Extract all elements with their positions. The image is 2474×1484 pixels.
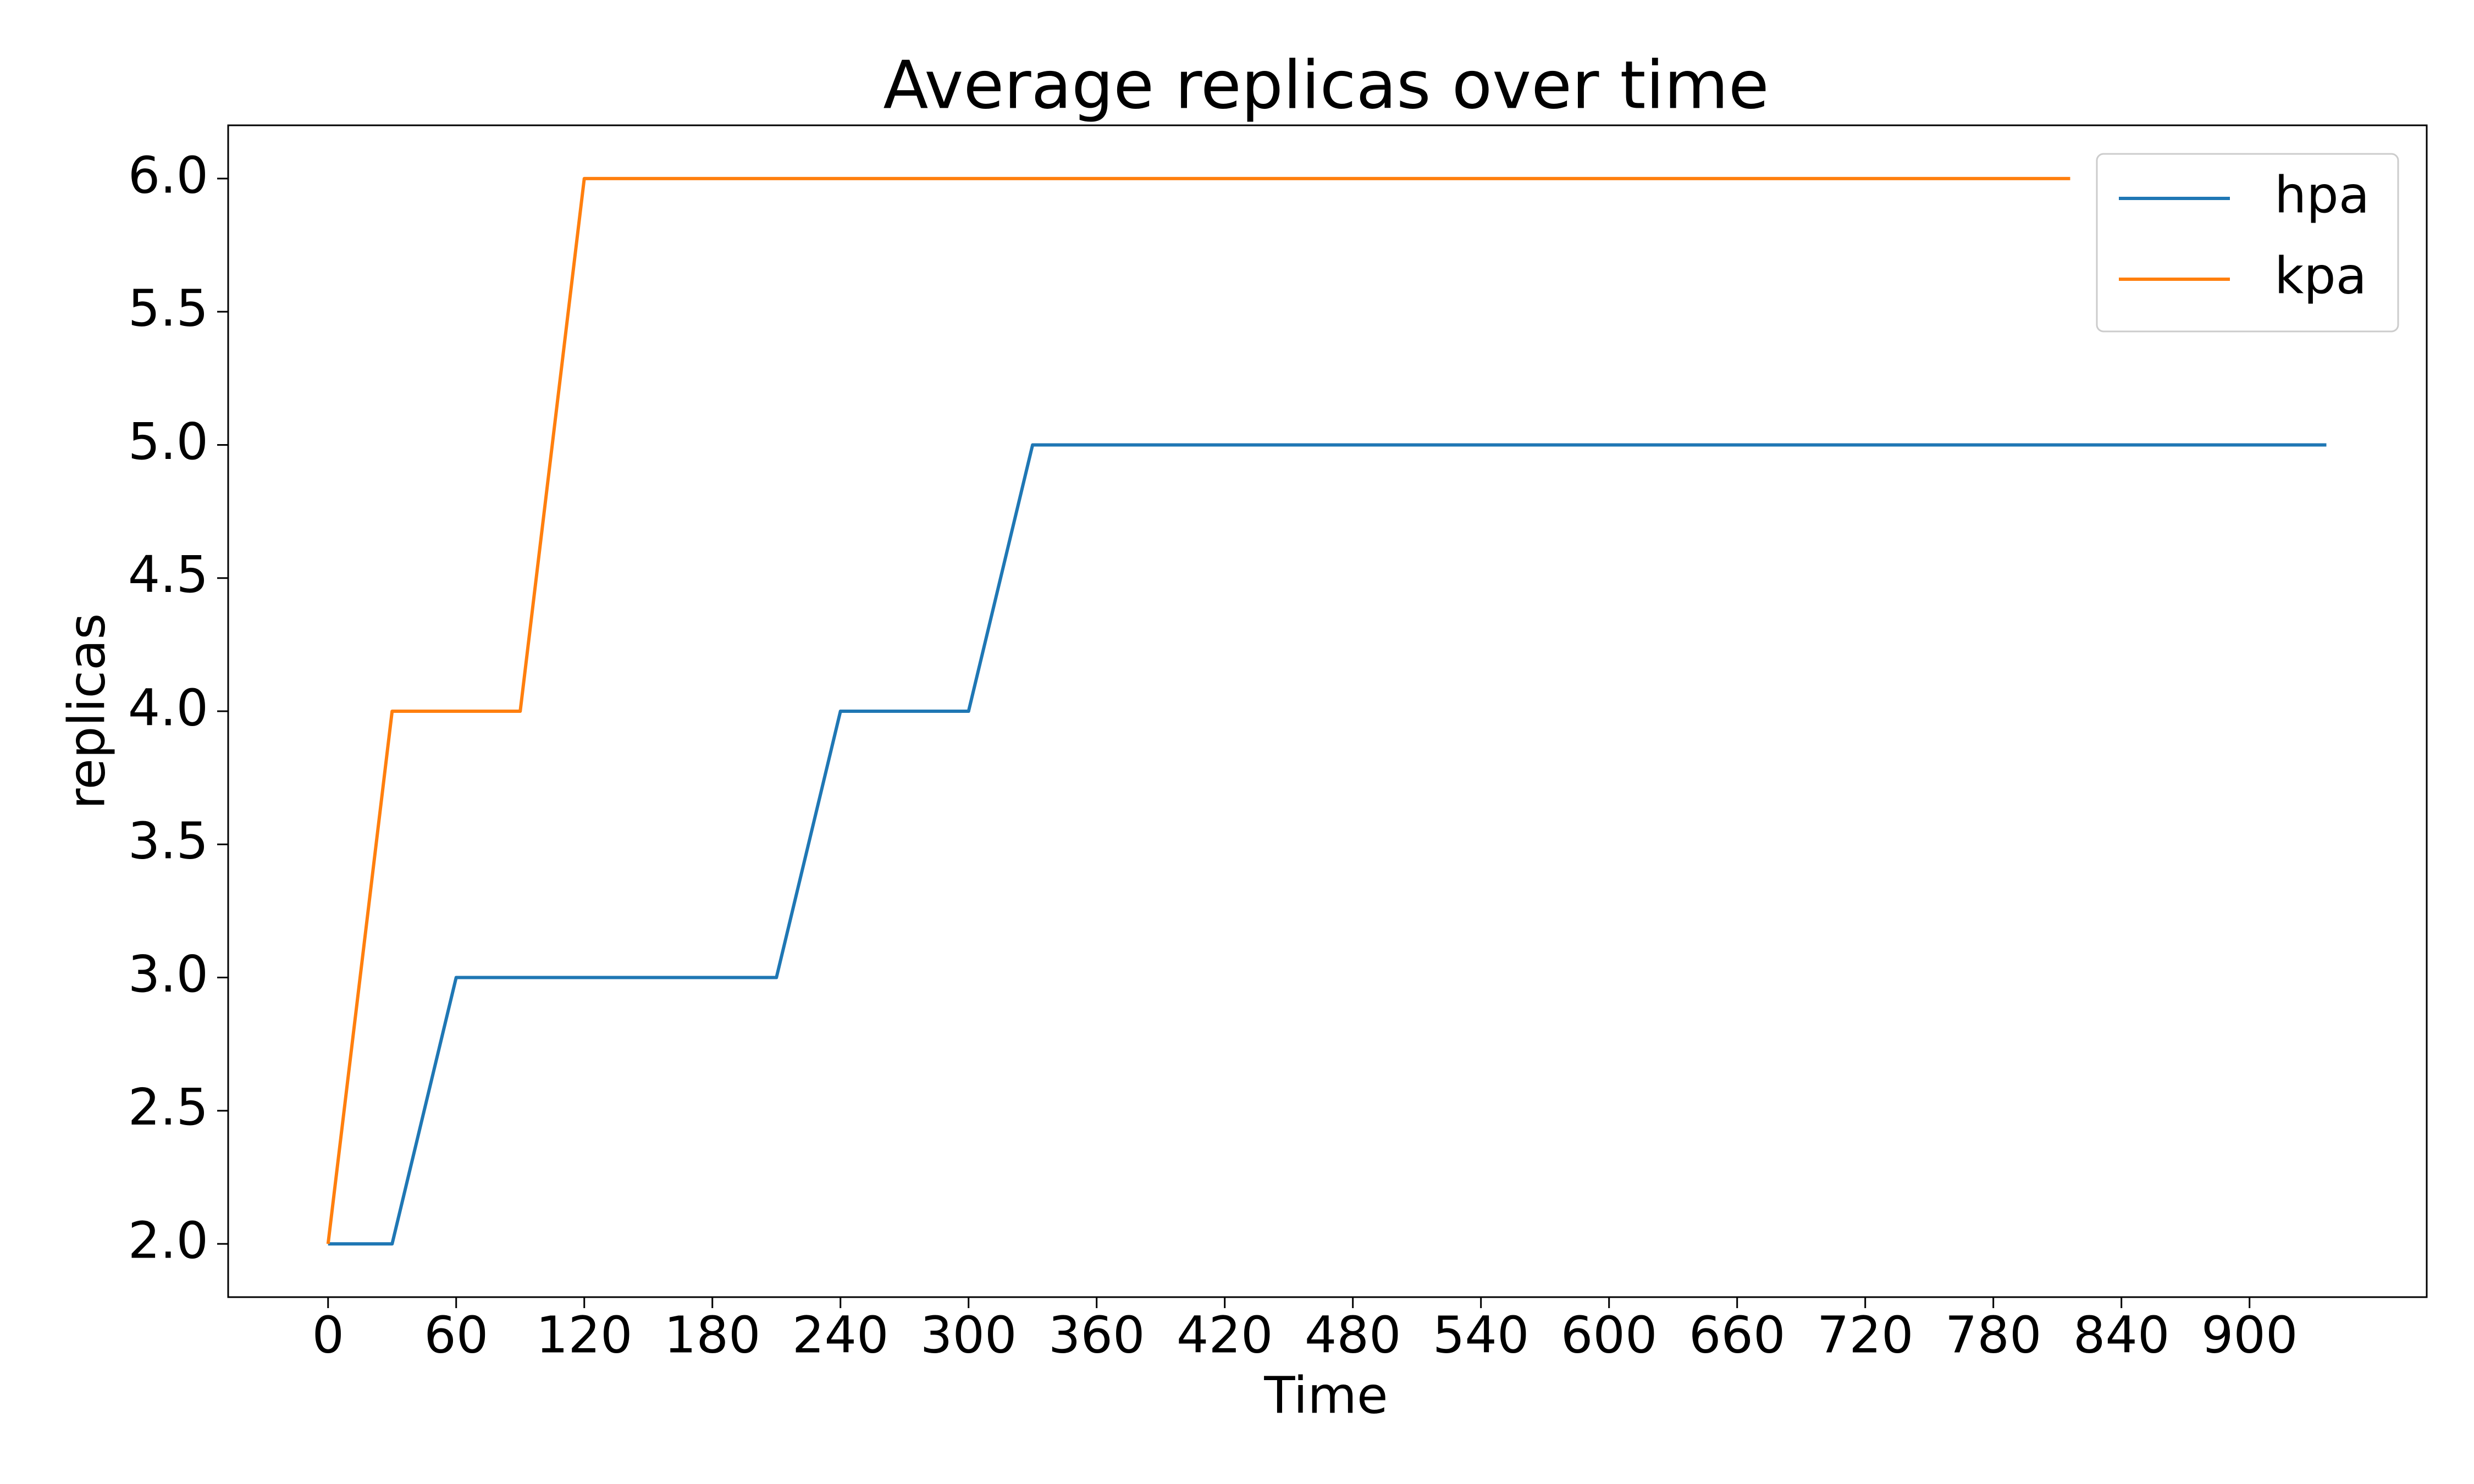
x-tick-label: 60 — [424, 1305, 488, 1364]
y-tick-label: 6.0 — [128, 146, 208, 204]
x-tick-label: 420 — [1177, 1305, 1273, 1364]
x-tick-label: 240 — [792, 1305, 889, 1364]
line-series — [328, 443, 2327, 1246]
y-axis-label: replicas — [57, 613, 116, 810]
x-tick-label: 0 — [312, 1305, 344, 1364]
legend-label: kpa — [2274, 246, 2367, 305]
y-tick-label: 4.0 — [128, 678, 208, 737]
line-series — [326, 176, 2070, 1244]
x-tick-label: 360 — [1048, 1305, 1145, 1364]
y-tick-label: 3.5 — [128, 812, 208, 871]
x-tick-label: 780 — [1945, 1305, 2042, 1364]
x-tick-label: 840 — [2073, 1305, 2170, 1364]
x-tick-label: 180 — [664, 1305, 761, 1364]
chart-title: Average replicas over time — [883, 48, 1769, 124]
x-tick-label: 120 — [536, 1305, 633, 1364]
x-tick-label: 720 — [1817, 1305, 1914, 1364]
x-tick-label: 600 — [1561, 1305, 1658, 1364]
y-tick-label: 5.5 — [128, 279, 208, 338]
y-tick-label: 3.0 — [128, 945, 208, 1004]
y-tick-label: 4.5 — [128, 545, 208, 604]
y-tick-label: 5.0 — [128, 412, 208, 471]
axes-frame — [227, 124, 2428, 1298]
x-tick-label: 480 — [1305, 1305, 1401, 1364]
y-tick-label: 2.5 — [128, 1078, 208, 1137]
x-axis-label: Time — [1263, 1366, 1388, 1425]
x-tick-label: 300 — [920, 1305, 1017, 1364]
x-tick-label: 900 — [2201, 1305, 2298, 1364]
x-tick-label: 540 — [1433, 1305, 1529, 1364]
x-tick-label: 660 — [1689, 1305, 1786, 1364]
y-tick-label: 2.0 — [128, 1211, 208, 1270]
legend-label: hpa — [2274, 165, 2370, 224]
